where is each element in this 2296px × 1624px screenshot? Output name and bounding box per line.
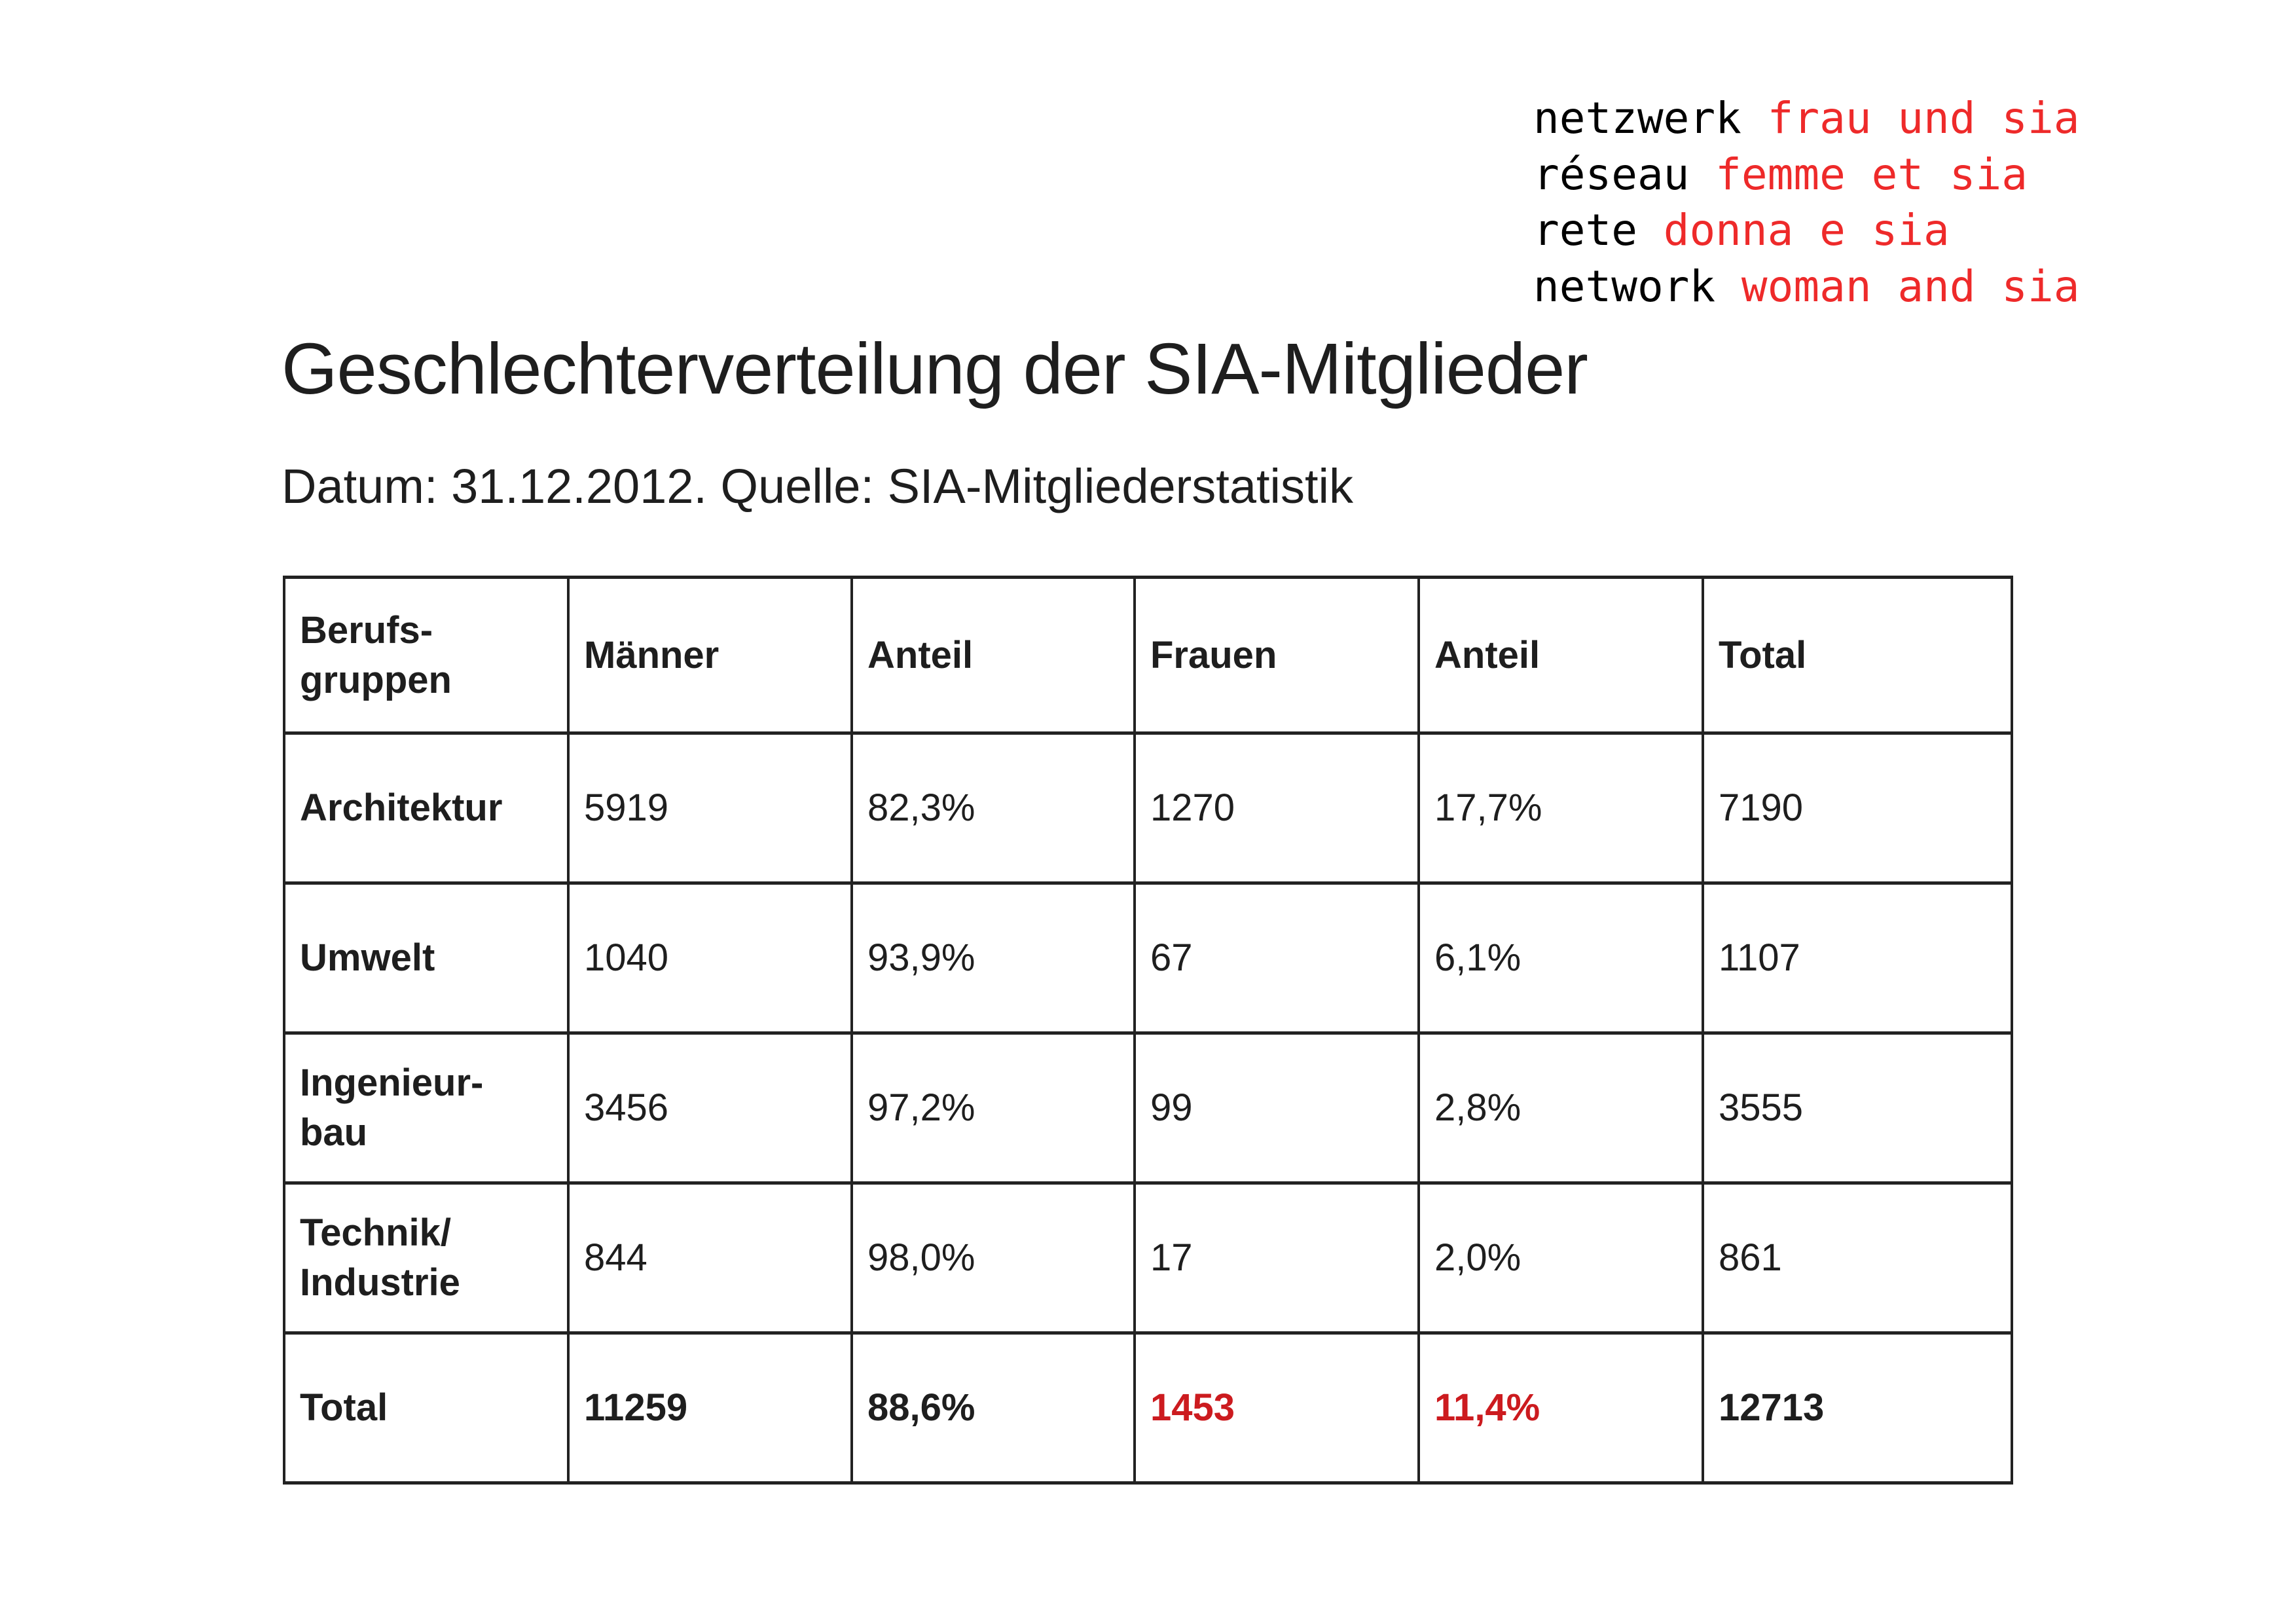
table-cell: 7190 [1702, 731, 2013, 885]
subtitle: Datum: 31.12.2012. Quelle: SIA-Mitgliede… [282, 459, 1353, 513]
column-header: Total [1702, 576, 2013, 735]
logo-text-red: woman and sia [1741, 261, 2080, 312]
table-cell: 2,8% [1417, 1031, 1704, 1185]
table-cell: 1107 [1702, 881, 2013, 1035]
row-label: Umwelt [283, 881, 570, 1035]
table-cell: 88,6% [850, 1331, 1136, 1485]
table-cell: 844 [567, 1181, 853, 1335]
table-cell: 6,1% [1417, 881, 1704, 1035]
table-cell: 82,3% [850, 731, 1136, 885]
column-header: Männer [567, 576, 853, 735]
table-cell: 1270 [1133, 731, 1420, 885]
table-cell: 99 [1133, 1031, 1420, 1185]
logo-line: rete donna e sia [1533, 202, 2079, 259]
logo-line: réseau femme et sia [1533, 147, 2079, 203]
table-cell: 17,7% [1417, 731, 1704, 885]
logo-text-red: donna e sia [1663, 205, 1950, 255]
table-cell: 67 [1133, 881, 1420, 1035]
table-cell: 12713 [1702, 1331, 2013, 1485]
table-cell: 17 [1133, 1181, 1420, 1335]
row-label: Total [283, 1331, 570, 1485]
column-header: Anteil [850, 576, 1136, 735]
logo: netzwerk frau und sia réseau femme et si… [1533, 90, 2079, 314]
logo-line: network woman and sia [1533, 259, 2079, 315]
row-label: Architektur [283, 731, 570, 885]
table-cell: 3555 [1702, 1031, 2013, 1185]
statistics-table: Berufs- gruppen Männer Anteil Frauen Anteil T… [283, 576, 2013, 1485]
logo-text: réseau [1533, 149, 1690, 200]
table-cell: 11259 [567, 1331, 853, 1485]
table-cell: 5919 [567, 731, 853, 885]
logo-text: network [1533, 261, 1716, 312]
logo-text: rete [1533, 205, 1637, 255]
logo-text-red: femme et sia [1715, 149, 2028, 200]
table-cell: 1040 [567, 881, 853, 1035]
table-cell: 93,9% [850, 881, 1136, 1035]
table-cell: 98,0% [850, 1181, 1136, 1335]
table-cell: 3456 [567, 1031, 853, 1185]
table-cell: 11,4% [1417, 1331, 1704, 1485]
column-header: Berufs- gruppen [283, 576, 570, 735]
row-label: Ingenieur- bau [283, 1031, 570, 1185]
column-header: Anteil [1417, 576, 1704, 735]
logo-text: netzwerk [1533, 93, 1741, 143]
logo-text-red: frau und sia [1767, 93, 2080, 143]
row-label: Technik/ Industrie [283, 1181, 570, 1335]
table-header-row: Berufs- gruppen Männer Anteil Frauen Anteil T… [283, 576, 2013, 735]
table-row: Umwelt 1040 93,9% 67 6,1% 1107 [283, 881, 2013, 1035]
table-row: Ingenieur- bau 3456 97,2% 99 2,8% 3555 [283, 1031, 2013, 1185]
table-cell: 97,2% [850, 1031, 1136, 1185]
table-row: Architektur 5919 82,3% 1270 17,7% 7190 [283, 731, 2013, 885]
table-cell: 1453 [1133, 1331, 1420, 1485]
table-cell: 2,0% [1417, 1181, 1704, 1335]
page-title: Geschlechterverteilung der SIA-Mitgliede… [282, 329, 1588, 409]
column-header: Frauen [1133, 576, 1420, 735]
table-total-row: Total 11259 88,6% 1453 11,4% 12713 [283, 1331, 2013, 1485]
logo-line: netzwerk frau und sia [1533, 90, 2079, 147]
table-cell: 861 [1702, 1181, 2013, 1335]
table-row: Technik/ Industrie 844 98,0% 17 2,0% 861 [283, 1181, 2013, 1335]
